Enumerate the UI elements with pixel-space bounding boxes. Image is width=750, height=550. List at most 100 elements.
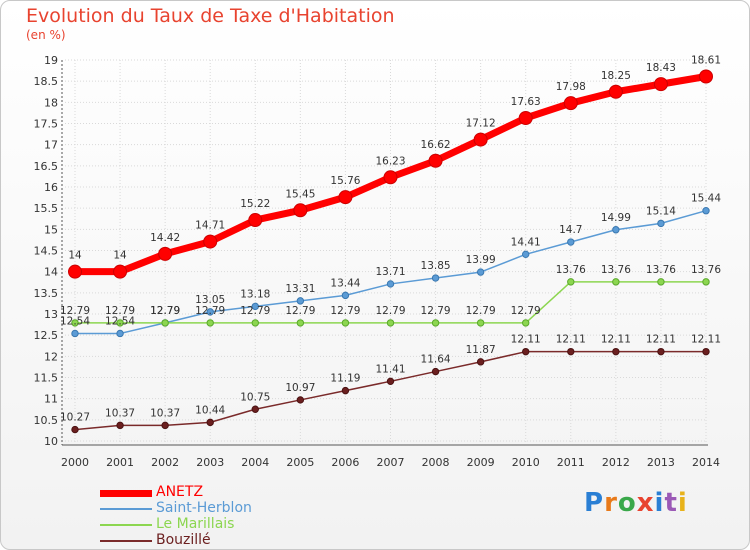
data-label: 10.44	[195, 404, 225, 416]
data-label: 12.79	[195, 305, 225, 317]
y-tick-label: 11.5	[34, 372, 59, 385]
data-point	[68, 264, 82, 279]
data-label: 12.79	[330, 305, 360, 317]
data-point	[522, 347, 530, 356]
y-tick-label: 16	[44, 181, 58, 194]
legend-label: Bouzillé	[156, 532, 211, 548]
x-tick-label: 2012	[602, 456, 630, 469]
data-label: 16.23	[375, 155, 405, 167]
y-tick-label: 17	[44, 139, 58, 152]
data-point	[206, 319, 214, 327]
y-tick-label: 15	[44, 223, 58, 236]
data-label: 12.11	[646, 334, 676, 346]
y-tick-label: 12.5	[34, 329, 59, 342]
data-point	[567, 347, 575, 356]
gridlines	[65, 59, 707, 444]
data-point	[386, 319, 395, 327]
series-anetz	[68, 69, 713, 279]
data-label: 12.11	[691, 334, 721, 346]
series-le-marillais	[71, 278, 710, 327]
data-point	[653, 77, 668, 92]
data-point	[206, 418, 214, 427]
data-label: 12.79	[285, 305, 315, 317]
data-point	[522, 250, 530, 259]
data-point	[431, 367, 440, 376]
data-point	[116, 319, 124, 327]
data-point	[386, 280, 395, 288]
data-label: 12.79	[150, 305, 180, 317]
logo-letter: r	[604, 488, 618, 518]
data-point	[431, 274, 440, 282]
data-label: 11.41	[375, 363, 405, 375]
data-label: 13.76	[556, 264, 586, 276]
data-point	[296, 396, 305, 404]
data-point	[206, 308, 214, 316]
data-label: 12.54	[105, 315, 135, 327]
data-label: 13.76	[646, 264, 676, 276]
data-label: 18.43	[646, 62, 676, 74]
data-point	[386, 377, 395, 386]
data-point	[702, 347, 710, 356]
x-tick-label: 2007	[377, 456, 405, 469]
proxiti-logo: Proxiti	[584, 488, 688, 518]
data-point	[116, 329, 124, 338]
data-point	[251, 302, 259, 311]
data-label: 14.71	[195, 220, 225, 232]
data-point	[567, 238, 575, 246]
x-tick-label: 2001	[106, 456, 134, 469]
data-point	[293, 203, 308, 218]
logo-letter: x	[636, 488, 655, 518]
data-point	[248, 213, 263, 228]
legend-label: ANETZ	[156, 484, 204, 500]
data-point	[612, 226, 620, 234]
x-tick-label: 2009	[467, 456, 495, 469]
y-tick-label: 17.5	[34, 118, 59, 131]
y-tick-label: 18	[44, 96, 58, 109]
data-point	[518, 110, 533, 125]
data-point	[251, 405, 259, 413]
y-tick-label: 10.5	[34, 414, 59, 427]
data-label: 17.98	[556, 81, 586, 93]
data-point	[476, 268, 485, 276]
data-point	[338, 190, 353, 205]
data-point	[161, 319, 169, 327]
legend-swatch	[100, 540, 152, 542]
data-label: 17.63	[511, 96, 541, 108]
data-label: 13.31	[285, 283, 315, 295]
data-label: 13.71	[375, 266, 405, 278]
data-label: 14	[113, 250, 127, 262]
data-point	[383, 170, 398, 185]
legend-label: Le Marillais	[156, 516, 235, 532]
data-label: 10.97	[285, 382, 315, 394]
y-tick-label: 19	[44, 54, 58, 67]
x-tick-label: 2004	[241, 456, 269, 469]
x-tick-label: 2005	[286, 456, 314, 469]
data-label: 12.79	[375, 305, 405, 317]
y-tick-label: 14.5	[34, 245, 59, 258]
legend-swatch	[100, 489, 152, 497]
data-label: 14.7	[559, 224, 582, 236]
data-label: 14.42	[150, 232, 180, 244]
x-tick-label: 2014	[692, 456, 720, 469]
data-label: 12.54	[60, 315, 90, 327]
data-point	[612, 347, 620, 356]
data-label: 11.19	[330, 373, 360, 385]
data-point	[116, 421, 124, 430]
data-label: 13.05	[195, 294, 225, 306]
data-label: 14	[68, 250, 82, 262]
data-label: 15.76	[330, 175, 360, 187]
data-point	[428, 153, 443, 168]
data-point	[522, 319, 530, 327]
data-label: 10.37	[105, 407, 135, 419]
y-tick-label: 11	[44, 393, 58, 406]
data-label: 12.11	[601, 334, 631, 346]
data-label: 10.37	[150, 407, 180, 419]
legend-swatch	[100, 508, 152, 510]
data-label: 12.79	[466, 305, 496, 317]
data-label: 12.79	[511, 305, 541, 317]
data-label: 13.85	[421, 260, 451, 272]
x-tick-label: 2003	[196, 456, 224, 469]
logo-letter: i	[677, 488, 688, 518]
data-label: 13.76	[691, 264, 721, 276]
